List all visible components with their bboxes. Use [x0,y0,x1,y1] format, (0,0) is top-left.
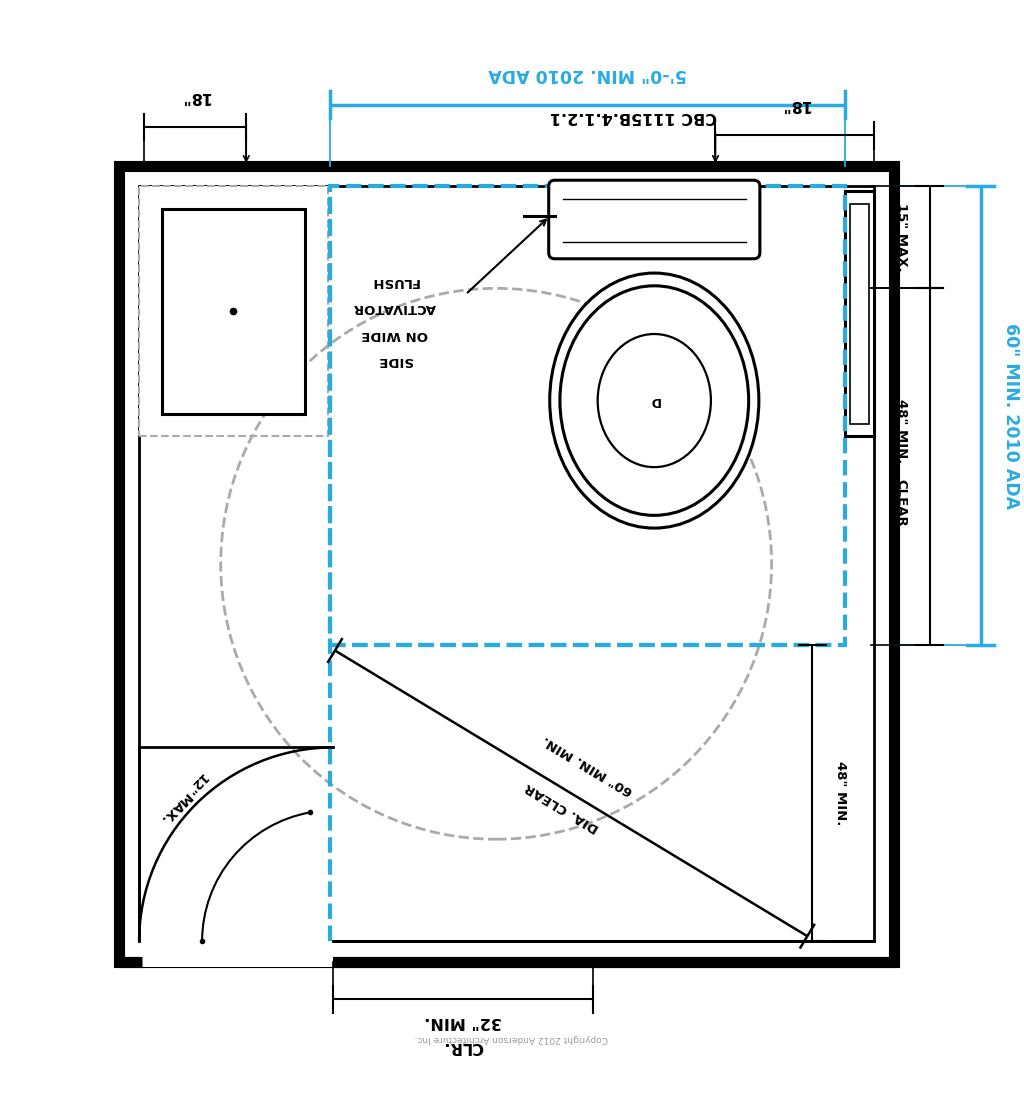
Text: CLEAR: CLEAR [895,478,907,527]
Text: 18": 18" [180,89,211,104]
Text: 32" MIN.: 32" MIN. [424,1015,502,1029]
Text: CLR.: CLR. [442,1039,483,1054]
Bar [850,204,868,425]
Bar [139,186,873,941]
Text: 60" MIN. 2010 ADA: 60" MIN. 2010 ADA [1002,323,1020,509]
Text: 48" MIN.: 48" MIN. [895,399,907,463]
Text: 60" MIN. MIN.: 60" MIN. MIN. [541,733,636,798]
Bar [845,192,873,437]
Ellipse shape [550,273,759,528]
Text: CBC 1115B.4.1.2.1: CBC 1115B.4.1.2.1 [550,110,717,124]
Bar [162,208,305,414]
FancyBboxPatch shape [549,180,760,259]
Text: ON WIDE: ON WIDE [360,328,428,341]
Ellipse shape [598,333,711,467]
Text: 48" MIN.: 48" MIN. [835,761,848,826]
Text: SIDE: SIDE [377,354,412,367]
Bar [139,186,328,437]
Text: 18": 18" [779,98,810,112]
Text: MAX.: MAX. [157,790,194,827]
Text: FLUSH: FLUSH [370,274,419,287]
Ellipse shape [560,286,749,516]
Text: D: D [649,394,659,407]
Text: 12": 12" [181,770,209,796]
Text: DIA. CLEAR: DIA. CLEAR [523,780,602,835]
Text: ACTIVATOR: ACTIVATOR [352,302,436,314]
Bar [139,916,333,966]
Text: 5'-0" MIN. 2010 ADA: 5'-0" MIN. 2010 ADA [488,65,687,83]
Text: 15" MAX.: 15" MAX. [895,203,907,272]
Bar [330,186,845,645]
Bar [119,166,894,962]
Text: Copyright 2012 Anderson Architecture Inc.: Copyright 2012 Anderson Architecture Inc… [415,1033,608,1042]
